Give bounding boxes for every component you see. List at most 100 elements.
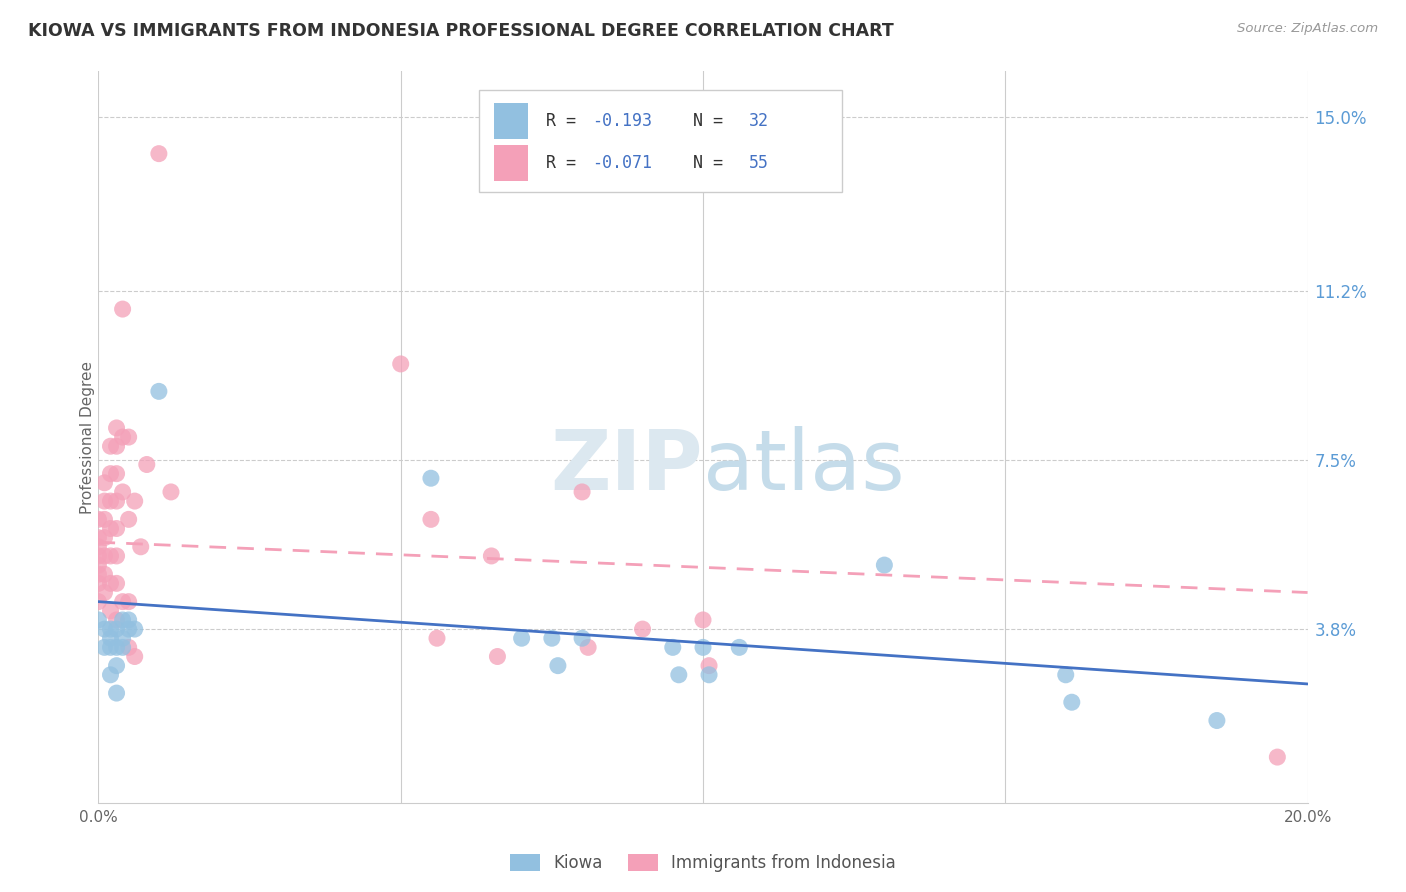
Bar <box>494 145 527 181</box>
Point <box>111 430 134 444</box>
Text: -0.071: -0.071 <box>592 153 652 172</box>
Point <box>105 658 128 673</box>
Point <box>547 658 569 673</box>
Point <box>105 421 128 435</box>
Point <box>87 558 110 573</box>
Point <box>118 430 141 444</box>
Point <box>1060 695 1083 709</box>
Point <box>129 540 152 554</box>
Text: N =: N = <box>673 112 733 130</box>
Point <box>389 357 412 371</box>
Point <box>118 594 141 608</box>
Point <box>93 475 115 490</box>
Point <box>93 567 115 582</box>
Point <box>93 585 115 599</box>
Point <box>93 512 115 526</box>
Point <box>135 458 157 472</box>
Point <box>111 485 134 500</box>
Point <box>87 549 110 563</box>
Point <box>148 384 170 399</box>
Point <box>105 549 128 563</box>
Point <box>111 613 134 627</box>
Point <box>420 512 443 526</box>
Point <box>692 613 714 627</box>
Text: ZIP: ZIP <box>551 425 703 507</box>
Point <box>728 640 751 655</box>
Point <box>100 604 122 618</box>
Point <box>87 576 110 591</box>
Text: N =: N = <box>673 153 733 172</box>
Point <box>571 485 593 500</box>
Text: 32: 32 <box>749 112 769 130</box>
FancyBboxPatch shape <box>479 90 842 192</box>
Point <box>87 594 110 608</box>
Point <box>93 531 115 545</box>
Point <box>118 622 141 636</box>
Point <box>100 632 122 646</box>
Point <box>631 622 654 636</box>
Point <box>576 640 599 655</box>
Point <box>105 521 128 535</box>
Point <box>100 640 122 655</box>
Point <box>100 576 122 591</box>
Legend: Kiowa, Immigrants from Indonesia: Kiowa, Immigrants from Indonesia <box>503 847 903 879</box>
Point <box>118 640 141 655</box>
Point <box>697 658 720 673</box>
Point <box>100 467 122 481</box>
Point <box>118 613 141 627</box>
Point <box>100 622 122 636</box>
Point <box>105 640 128 655</box>
Point <box>105 576 128 591</box>
Point <box>105 622 128 636</box>
Point <box>668 667 690 681</box>
Point <box>148 146 170 161</box>
Point <box>93 622 115 636</box>
Point <box>105 686 128 700</box>
Point <box>873 558 896 573</box>
Point <box>100 521 122 535</box>
Point <box>124 622 146 636</box>
Point <box>111 632 134 646</box>
Point <box>481 549 503 563</box>
Point <box>105 494 128 508</box>
Point <box>87 567 110 582</box>
Text: atlas: atlas <box>703 425 904 507</box>
Point <box>697 667 720 681</box>
Point <box>1267 750 1289 764</box>
Text: 55: 55 <box>749 153 769 172</box>
Point <box>1206 714 1229 728</box>
Y-axis label: Professional Degree: Professional Degree <box>80 360 94 514</box>
Point <box>105 613 128 627</box>
Point <box>510 632 533 646</box>
Text: R =: R = <box>546 112 586 130</box>
Point <box>124 649 146 664</box>
Point <box>100 439 122 453</box>
Text: KIOWA VS IMMIGRANTS FROM INDONESIA PROFESSIONAL DEGREE CORRELATION CHART: KIOWA VS IMMIGRANTS FROM INDONESIA PROFE… <box>28 22 894 40</box>
Text: R =: R = <box>546 153 586 172</box>
Point <box>111 301 134 317</box>
Point <box>93 640 115 655</box>
Point <box>100 549 122 563</box>
Point <box>100 494 122 508</box>
Point <box>93 494 115 508</box>
Point <box>105 439 128 453</box>
Point <box>540 632 562 646</box>
Text: -0.193: -0.193 <box>592 112 652 130</box>
Point <box>160 485 183 500</box>
Point <box>118 512 141 526</box>
Point <box>87 531 110 545</box>
Point <box>105 467 128 481</box>
Point <box>93 549 115 563</box>
Point <box>87 512 110 526</box>
Bar <box>494 103 527 139</box>
Point <box>1054 667 1077 681</box>
Point <box>692 640 714 655</box>
Point <box>87 540 110 554</box>
Point <box>100 667 122 681</box>
Text: Source: ZipAtlas.com: Source: ZipAtlas.com <box>1237 22 1378 36</box>
Point <box>571 632 593 646</box>
Point <box>111 640 134 655</box>
Point <box>486 649 509 664</box>
Point <box>662 640 685 655</box>
Point <box>124 494 146 508</box>
